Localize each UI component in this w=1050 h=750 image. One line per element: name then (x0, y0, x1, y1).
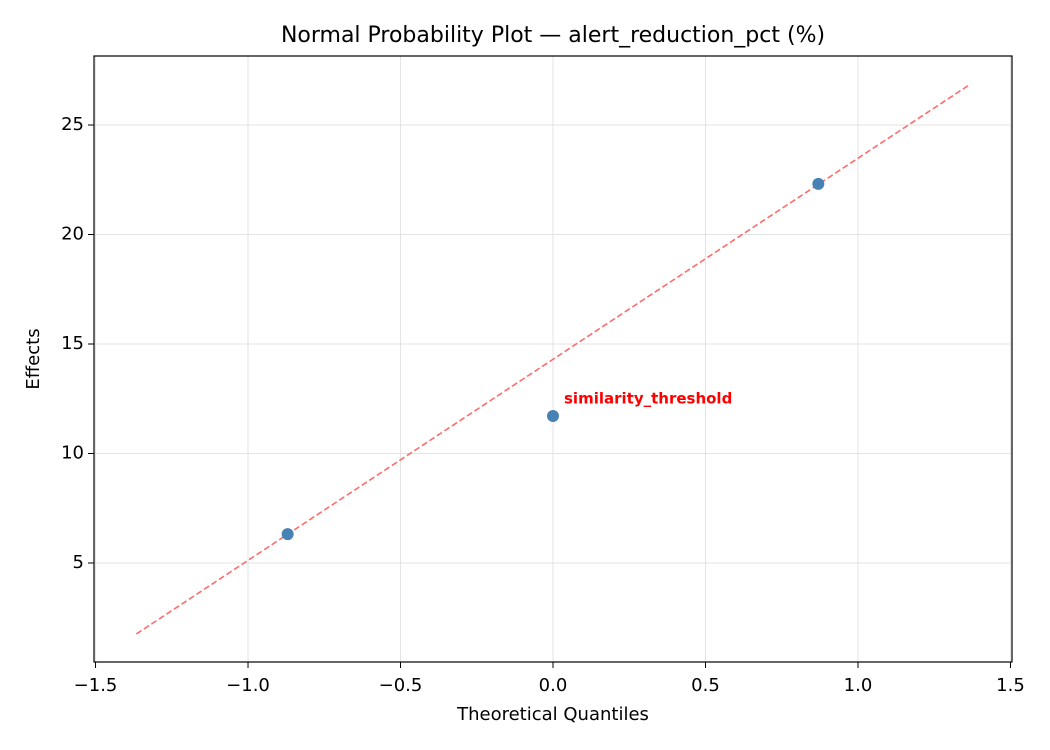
reference-line (135, 83, 971, 635)
x-tick-label: 0.5 (691, 675, 720, 696)
x-tick-label: −0.5 (379, 675, 423, 696)
y-tick-label: 5 (73, 552, 84, 573)
point-label: similarity_threshold (564, 390, 732, 408)
x-tick-label: −1.0 (226, 675, 270, 696)
data-point (547, 410, 559, 423)
plot-frame (93, 55, 1013, 663)
y-tick-label: 25 (61, 114, 84, 135)
data-point (281, 528, 294, 541)
chart-title: Normal Probability Plot — alert_reductio… (281, 23, 825, 48)
data-point (812, 177, 825, 190)
y-tick-label: 20 (61, 223, 84, 244)
x-tick-label: 0.0 (539, 675, 568, 696)
x-tick-label: −1.5 (74, 675, 118, 696)
x-axis-label: Theoretical Quantiles (456, 704, 649, 725)
x-tick-label: 1.5 (996, 675, 1025, 696)
y-tick-label: 10 (61, 443, 84, 464)
y-axis-label: Effects (23, 328, 44, 389)
y-tick-label: 15 (61, 333, 84, 354)
x-tick-label: 1.0 (844, 675, 873, 696)
